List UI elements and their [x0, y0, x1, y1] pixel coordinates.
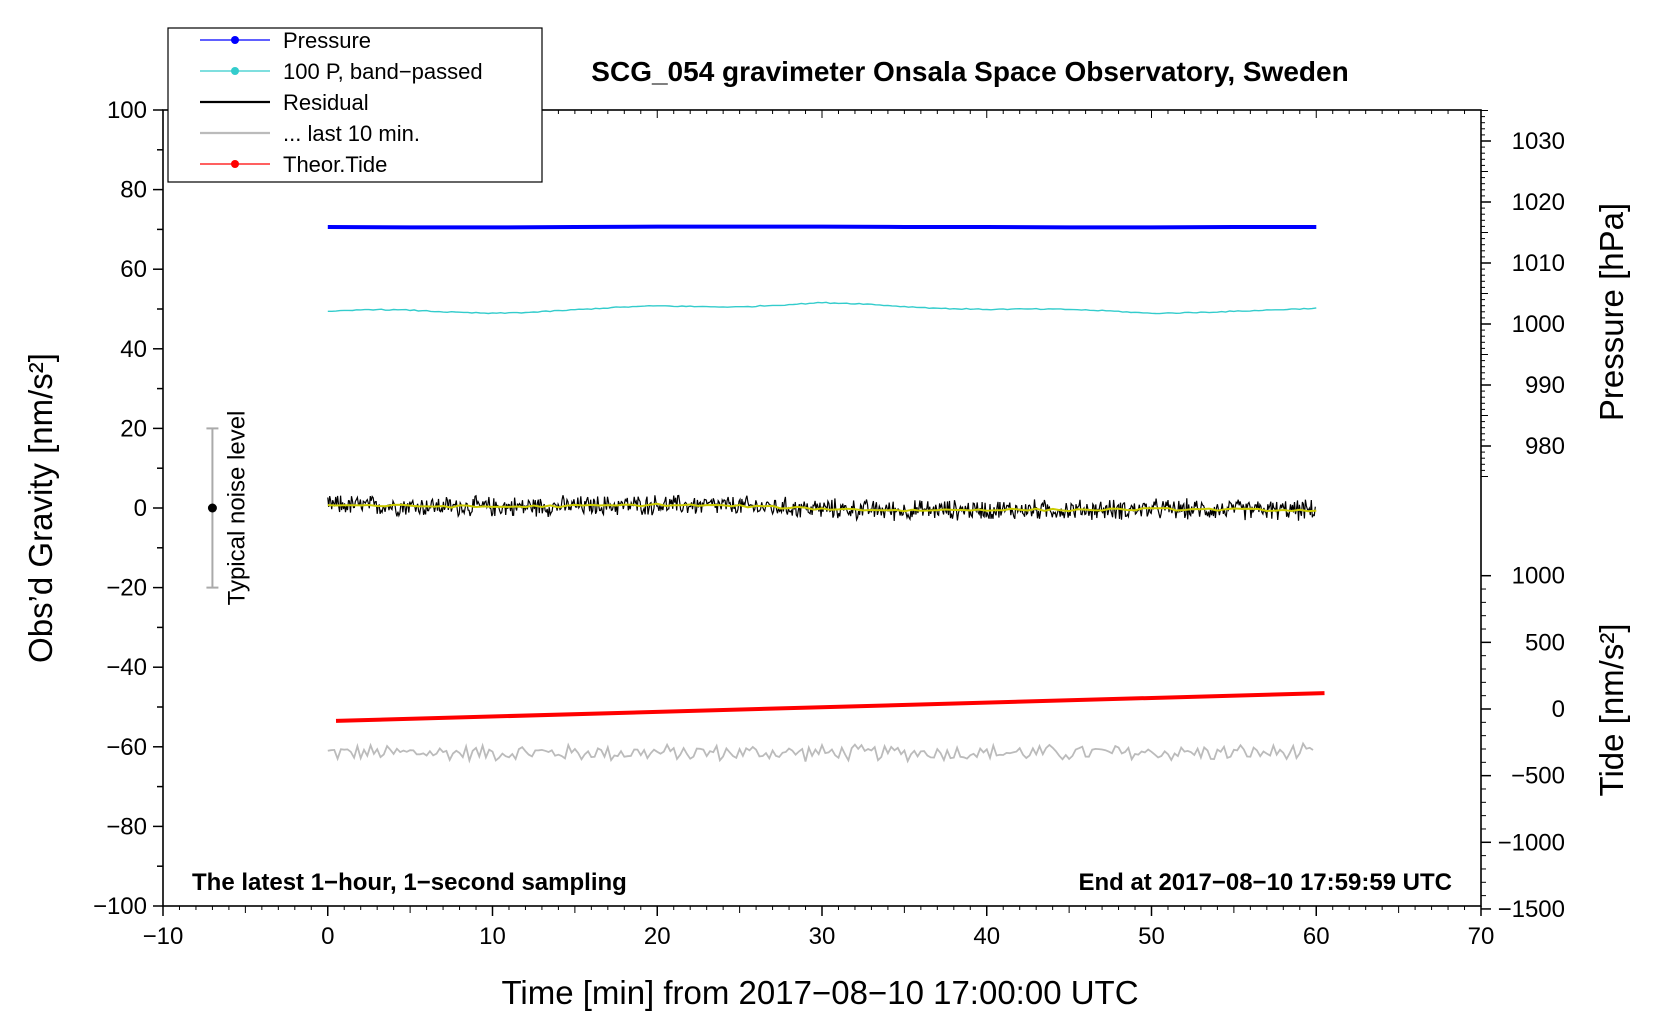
legend-box — [167, 27, 543, 183]
left-axis-ticks: −100 −80 −60 −40 −20 0 20 40 60 80 100 — [93, 97, 1482, 920]
pressure-tick-label: 1020 — [1512, 189, 1565, 216]
bottom-tick-label: 20 — [644, 923, 671, 950]
left-tick-label: 40 — [120, 336, 147, 363]
left-tick-label: −40 — [106, 654, 147, 681]
pressure-tick-label: 1010 — [1512, 250, 1565, 277]
legend-label: Residual — [283, 90, 369, 115]
bottom-tick-label: 10 — [479, 923, 506, 950]
legend-items: Pressure 100 P, band−passed Residual ... la… — [200, 28, 483, 177]
bottom-tick-label: 60 — [1303, 923, 1330, 950]
series-band-passed — [327, 301, 1317, 315]
legend: Pressure 100 P, band−passed Residual ... la… — [167, 27, 543, 183]
pressure-tick-label: 980 — [1525, 433, 1565, 460]
left-tick-label: −100 — [93, 893, 147, 920]
chart-title: SCG_054 gravimeter Onsala Space Observat… — [591, 56, 1348, 87]
left-tick-label: 100 — [107, 97, 147, 124]
pressure-tick-label: 990 — [1525, 372, 1565, 399]
noise-bar-label: Typical noise level — [223, 411, 250, 606]
series-residual-smoothed — [327, 502, 1317, 513]
series-pressure — [327, 224, 1317, 230]
legend-label: ... last 10 min. — [283, 121, 420, 146]
bottom-tick-label: 50 — [1138, 923, 1165, 950]
tide-axis-ticks: −1500 −1000 −500 0 500 1000 — [1481, 563, 1565, 923]
legend-label: Pressure — [283, 28, 371, 53]
tide-tick-label: 1000 — [1512, 563, 1565, 590]
bottom-tick-label: −10 — [143, 923, 184, 950]
series-last-10-min — [327, 741, 1314, 764]
bottom-tick-label: 70 — [1468, 923, 1495, 950]
tide-tick-label: −1000 — [1498, 829, 1565, 856]
tide-tick-label: 0 — [1552, 696, 1565, 723]
note-left: The latest 1−hour, 1−second sampling — [192, 869, 627, 896]
pressure-tick-label: 1000 — [1512, 311, 1565, 338]
legend-label: Theor.Tide — [283, 152, 387, 177]
note-right: End at 2017−08−10 17:59:59 UTC — [1078, 869, 1452, 896]
left-tick-label: 0 — [134, 495, 147, 522]
legend-marker — [231, 36, 239, 44]
pressure-axis-ticks: 980 990 1000 1010 1020 1030 — [1481, 110, 1565, 477]
left-tick-label: 80 — [120, 177, 147, 204]
series-layer — [327, 224, 1325, 764]
y-axis-title-tide: Tide [nm/s²] — [1593, 624, 1630, 797]
series-residual — [327, 494, 1316, 523]
bottom-tick-label: 40 — [973, 923, 1000, 950]
bottom-tick-label: 30 — [809, 923, 836, 950]
left-tick-label: 60 — [120, 256, 147, 283]
legend-marker — [231, 67, 239, 75]
left-tick-label: −60 — [106, 734, 147, 761]
bottom-axis-ticks: −10 0 10 20 30 40 50 60 70 — [143, 906, 1495, 950]
tide-tick-label: −1500 — [1498, 896, 1565, 923]
left-tick-label: −80 — [106, 813, 147, 840]
y-axis-title-left: Obs’d Gravity [nm/s²] — [22, 353, 59, 663]
legend-label: 100 P, band−passed — [283, 59, 483, 84]
series-theor-tide — [335, 691, 1325, 723]
pressure-tick-label: 1030 — [1512, 128, 1565, 155]
noise-bar-center-dot — [207, 503, 217, 513]
tide-tick-label: −500 — [1511, 763, 1565, 790]
noise-bar: Typical noise level — [206, 411, 250, 606]
bottom-tick-label: 0 — [321, 923, 334, 950]
x-axis-title: Time [min] from 2017−08−10 17:00:00 UTC — [501, 974, 1138, 1011]
left-tick-label: 20 — [120, 415, 147, 442]
tide-tick-label: 500 — [1525, 629, 1565, 656]
legend-marker — [231, 160, 239, 168]
y-axis-title-pressure: Pressure [hPa] — [1593, 203, 1630, 421]
left-tick-label: −20 — [106, 575, 147, 602]
